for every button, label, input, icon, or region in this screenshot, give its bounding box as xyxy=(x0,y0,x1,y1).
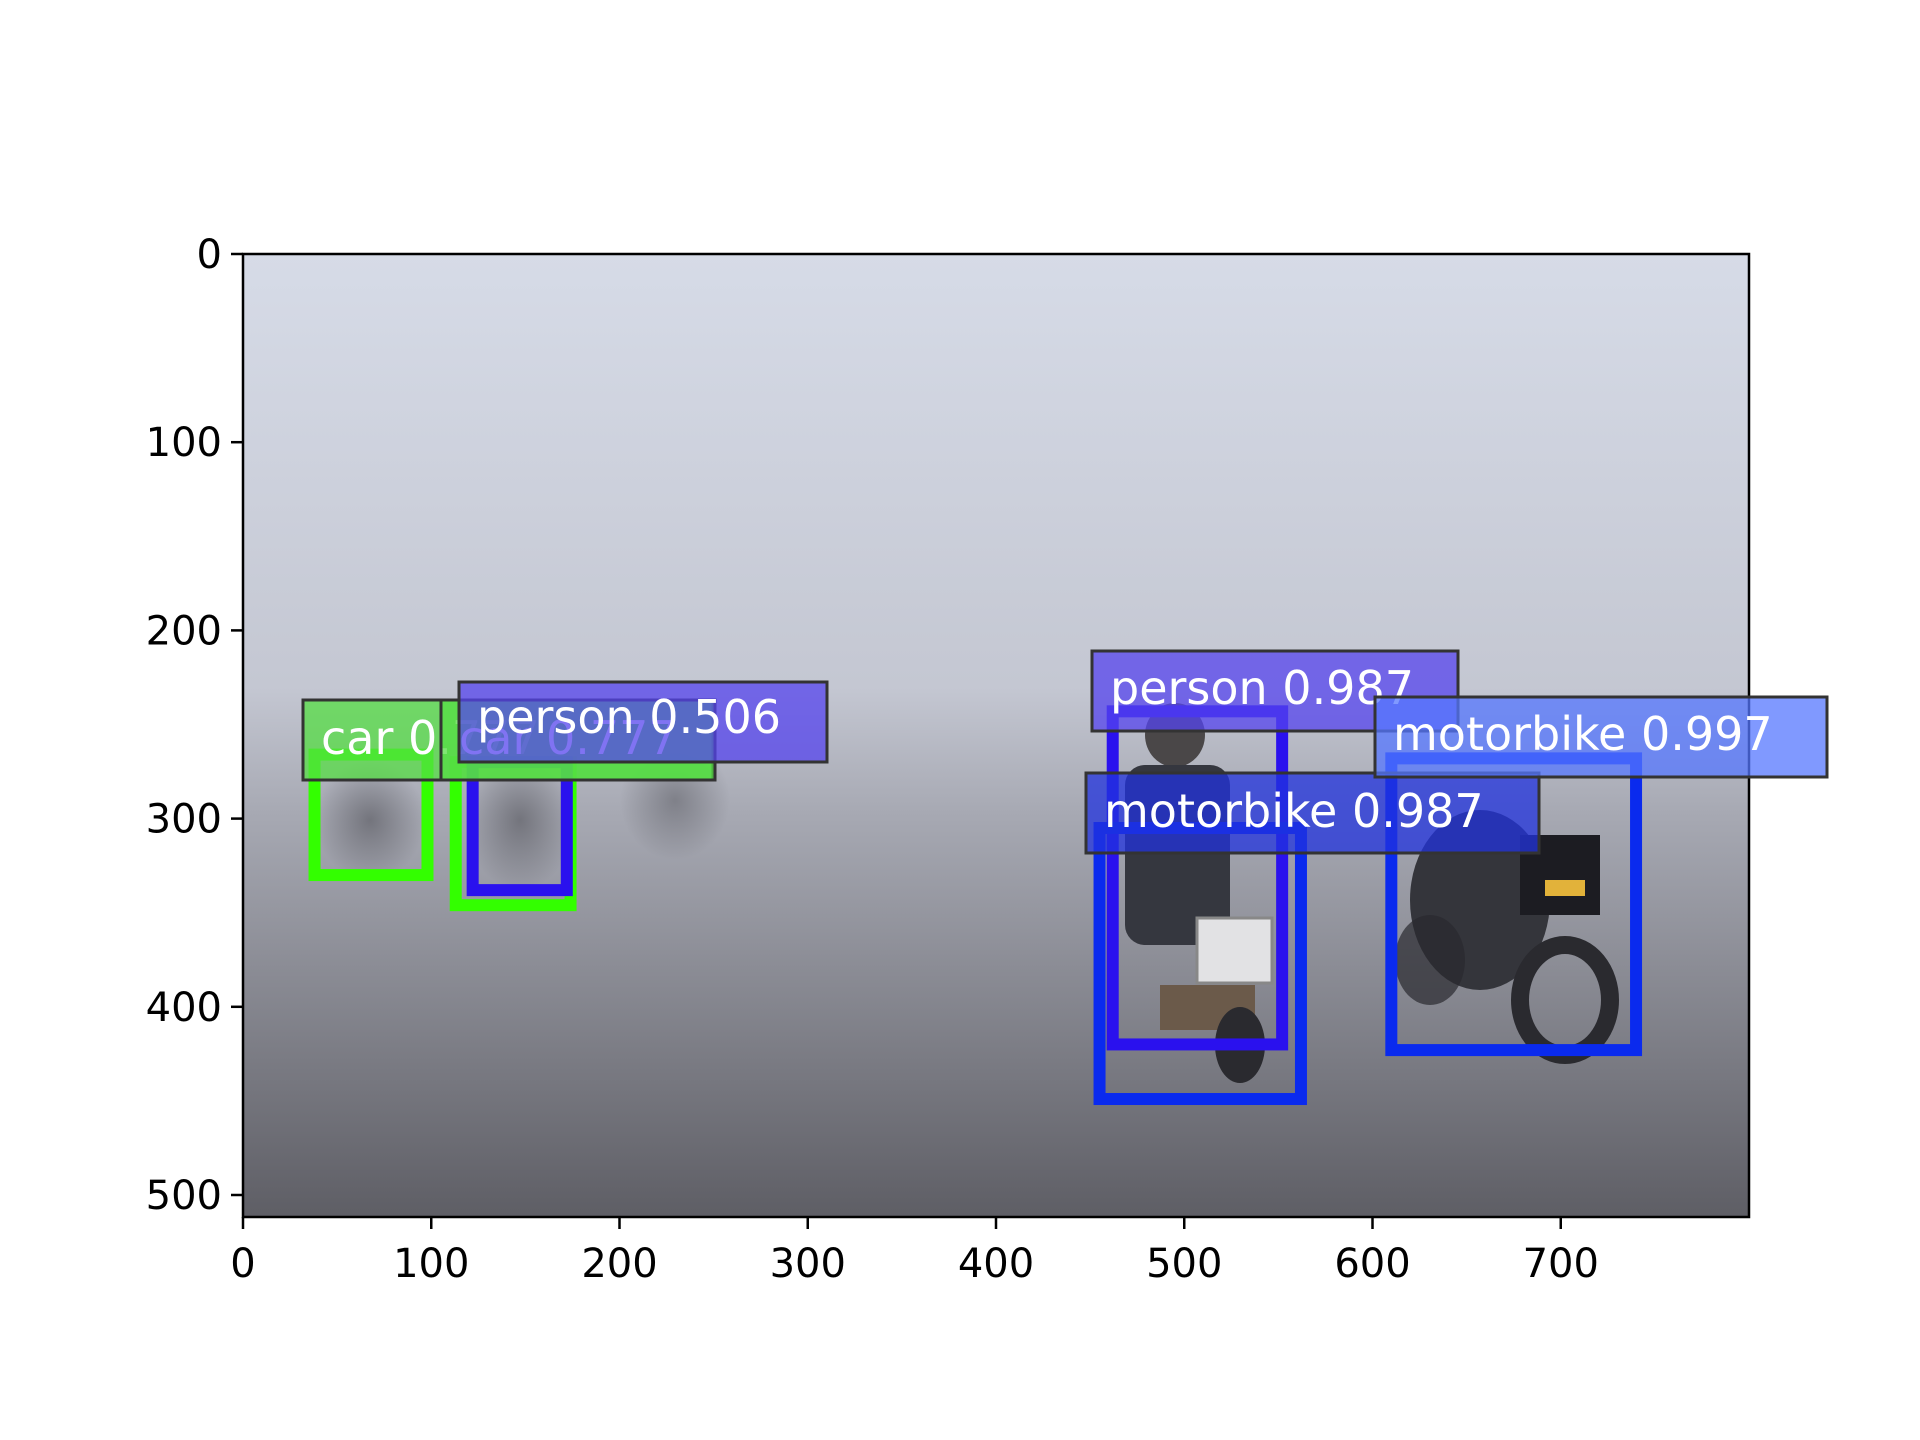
motorbike-label-background xyxy=(1373,695,1829,779)
motorbike-label-background xyxy=(1084,771,1541,855)
y-tick-label: 400 xyxy=(146,985,222,1031)
motorbike-score-label: motorbike 0.997 xyxy=(1393,707,1773,761)
x-tick-label: 100 xyxy=(393,1241,469,1287)
motorbike-score-label: motorbike 0.987 xyxy=(1104,784,1484,838)
x-tick-label: 400 xyxy=(958,1241,1034,1287)
x-tick-label: 600 xyxy=(1334,1241,1410,1287)
x-tick-label: 300 xyxy=(770,1241,846,1287)
person-score-label: person 0.506 xyxy=(477,690,781,744)
y-tick-label: 0 xyxy=(197,232,222,278)
x-tick-label: 200 xyxy=(581,1241,657,1287)
x-tick-label: 0 xyxy=(230,1241,255,1287)
x-tick-label: 700 xyxy=(1523,1241,1599,1287)
x-axis-ticks: 0 100 200 300 400 500 600 700 xyxy=(230,1217,1599,1287)
y-tick-label: 200 xyxy=(146,608,222,654)
person-label-background xyxy=(457,680,829,764)
y-tick-label: 300 xyxy=(146,797,222,843)
y-tick-label: 100 xyxy=(146,420,222,466)
y-axis-ticks: 0 100 200 300 400 500 xyxy=(146,232,243,1219)
x-tick-label: 500 xyxy=(1146,1241,1222,1287)
person-score-label: person 0.987 xyxy=(1110,661,1414,715)
y-tick-label: 500 xyxy=(146,1173,222,1219)
